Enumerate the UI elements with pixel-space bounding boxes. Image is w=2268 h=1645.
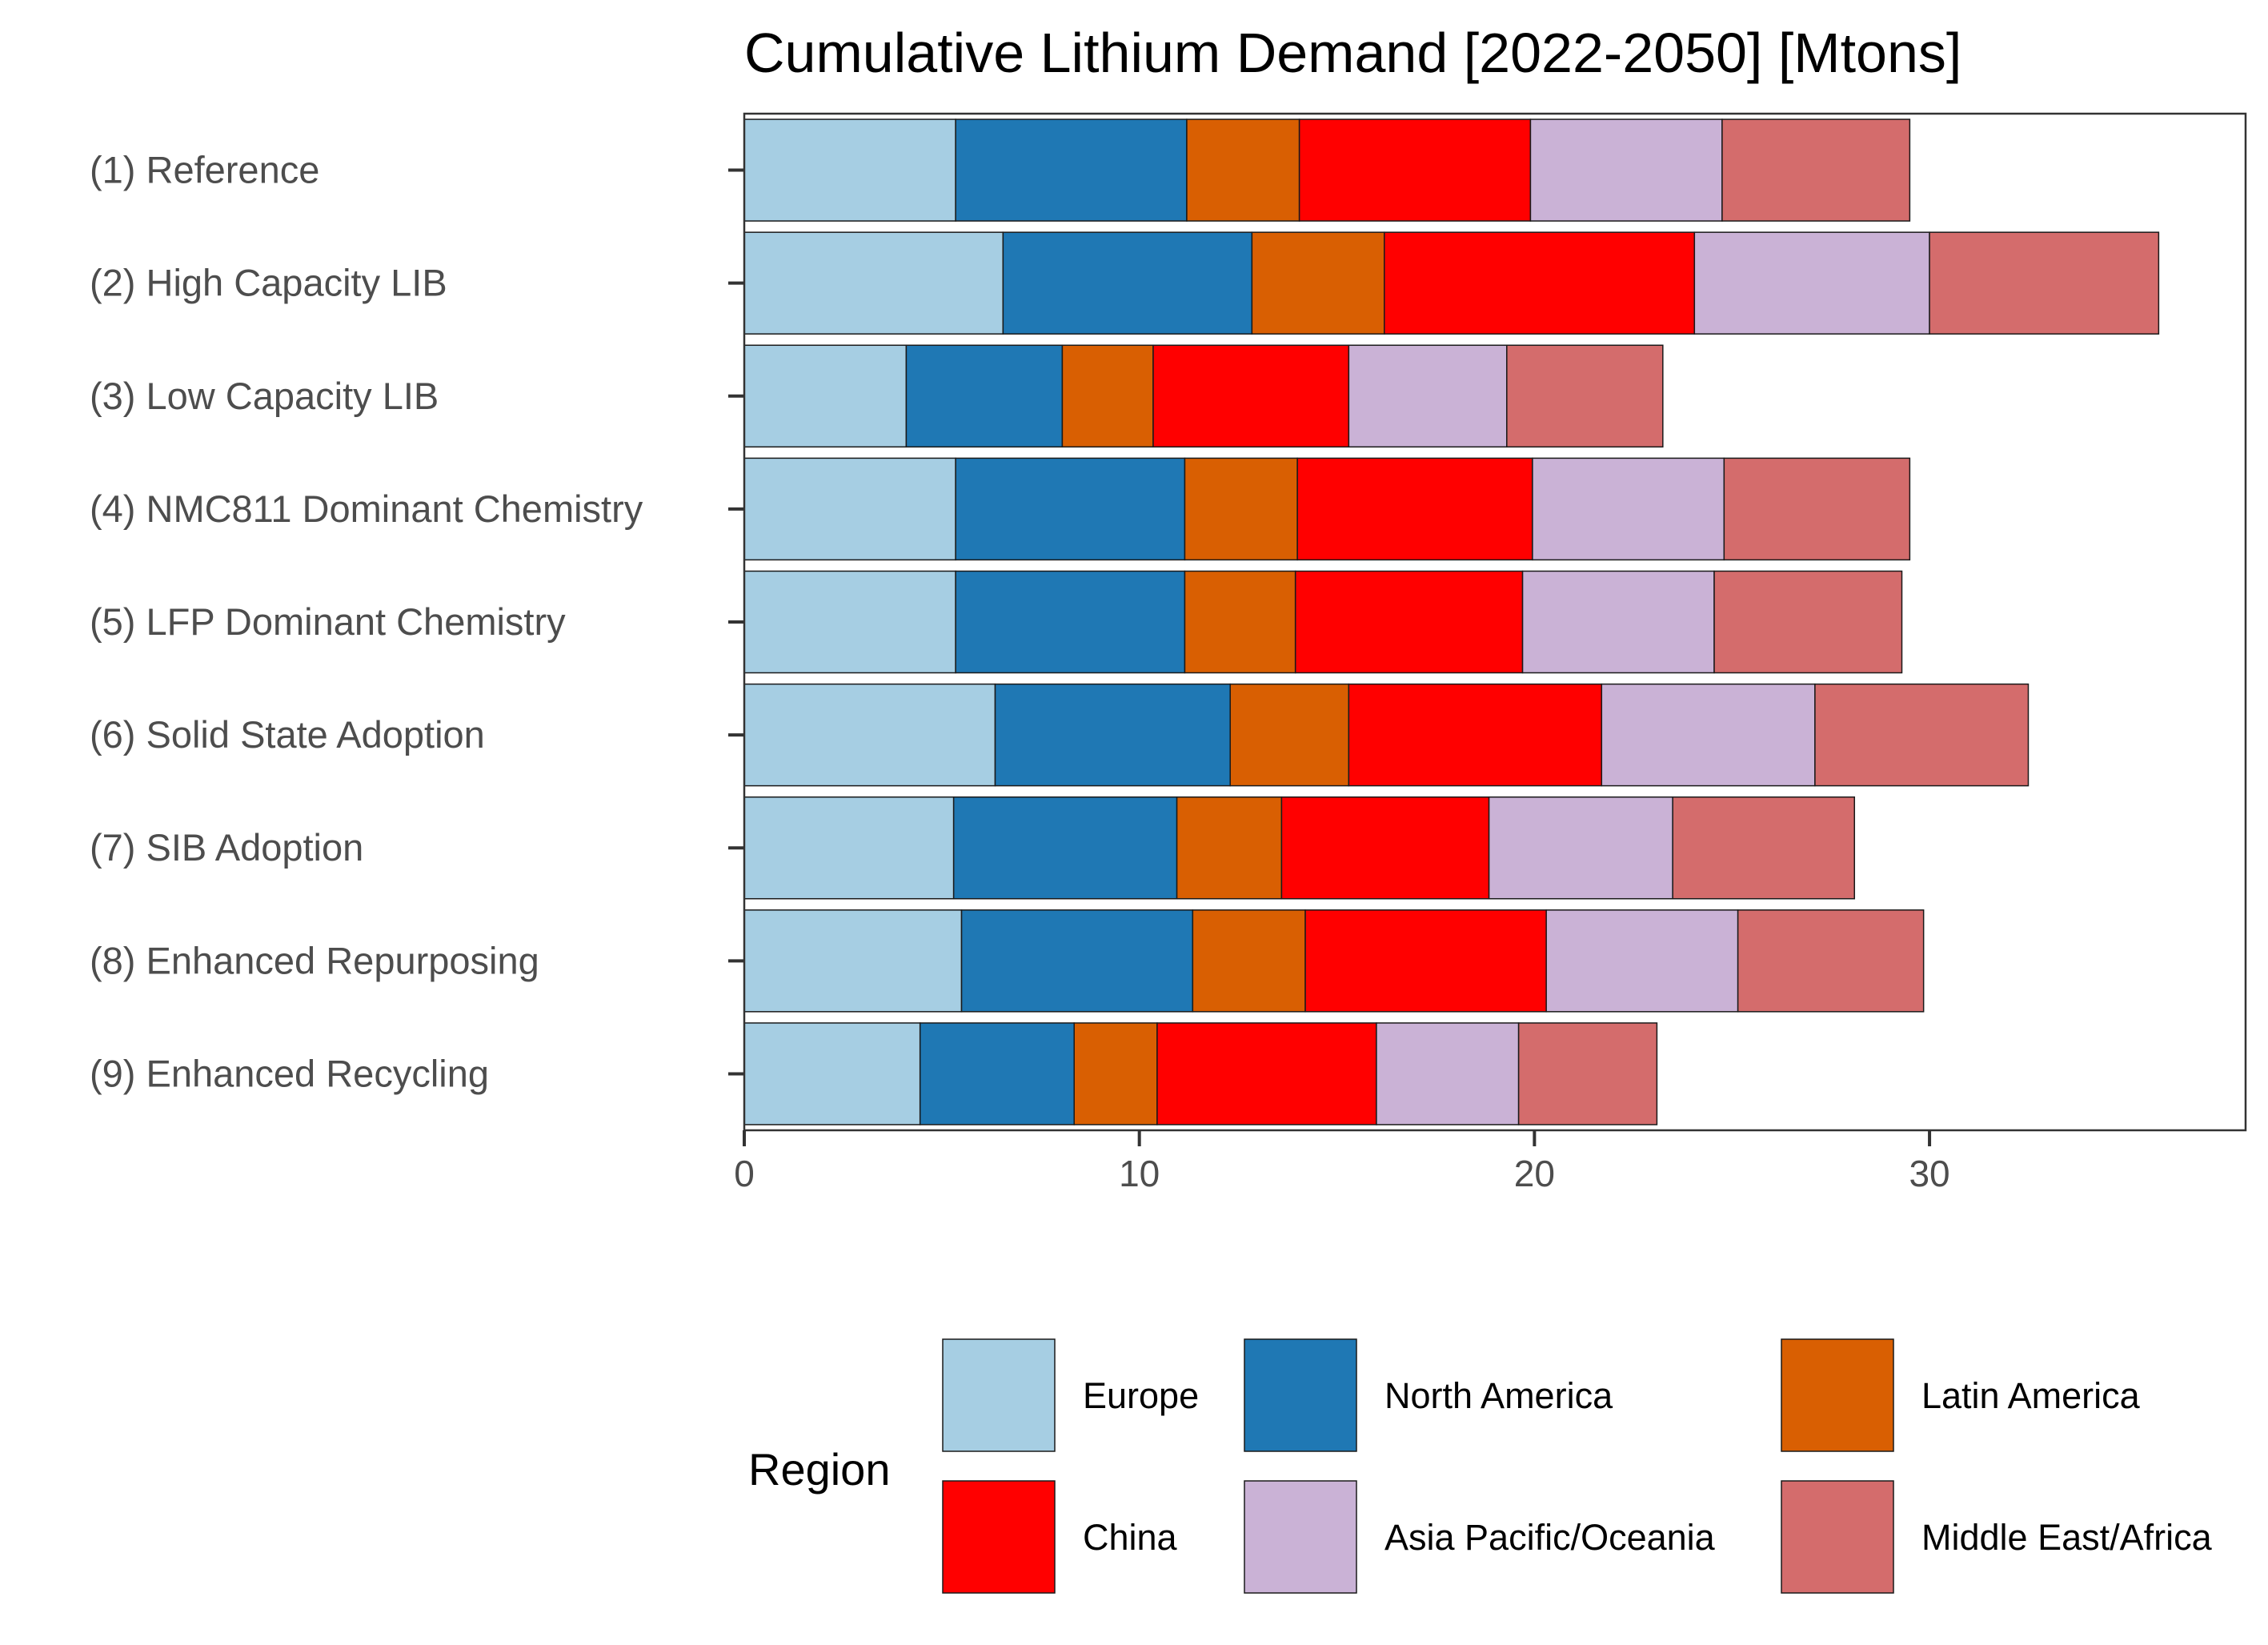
legend-item-middle-east-africa: Middle East/Africa <box>1781 1480 2213 1594</box>
y-tick-label: (3) Low Capacity LIB <box>90 375 439 417</box>
legend-swatch <box>1244 1480 1357 1594</box>
x-tick-label: 10 <box>1119 1153 1160 1194</box>
bar-segment-middle-east-africa-8 <box>1737 909 1925 1013</box>
legend-item-asia-pacific-oceania: Asia Pacific/Oceania <box>1244 1480 1716 1594</box>
bar-segment-asia-pacific-oceania-6 <box>1601 683 1816 787</box>
y-axis: (1) Reference (2) High Capacity LIB (3) Lo… <box>90 149 744 1094</box>
bar-segment-asia-pacific-oceania-9 <box>1376 1022 1520 1125</box>
legend: Region Europe North America Latin America C… <box>748 1338 2213 1594</box>
legend-item-europe: Europe <box>942 1338 1199 1452</box>
y-tick-label: (5) LFP Dominant Chemistry <box>90 600 566 643</box>
x-tick-label: 0 <box>734 1153 755 1194</box>
bar-segment-latin-america-6 <box>1229 683 1350 787</box>
legend-item-china: China <box>942 1480 1178 1594</box>
bar-segment-china-3 <box>1152 344 1350 448</box>
bar-segment-latin-america-8 <box>1192 909 1306 1013</box>
legend-label: Europe <box>1083 1375 1199 1416</box>
legend-item-north-america: North America <box>1244 1338 1613 1452</box>
bar-segment-latin-america-9 <box>1073 1022 1158 1125</box>
bar-segment-china-6 <box>1348 683 1603 787</box>
y-tick-label: (4) NMC811 Dominant Chemistry <box>90 487 643 530</box>
bar-segment-china-4 <box>1296 457 1533 561</box>
bar-segment-north-america-7 <box>952 796 1178 900</box>
legend-label: Asia Pacific/Oceania <box>1384 1517 1716 1558</box>
bar-segment-middle-east-africa-2 <box>1929 231 2160 335</box>
chart-title: Cumulative Lithium Demand [2022-2050] [M… <box>744 22 1961 84</box>
bar-segment-asia-pacific-oceania-7 <box>1488 796 1673 900</box>
legend-label: Latin America <box>1921 1375 2141 1416</box>
bar-segment-europe-6 <box>743 683 996 787</box>
y-tick-label: (1) Reference <box>90 149 319 191</box>
bar-segment-europe-2 <box>743 231 1004 335</box>
bar-segment-china-1 <box>1298 118 1532 222</box>
bar-segment-china-5 <box>1294 570 1524 674</box>
bar-segment-europe-4 <box>743 457 956 561</box>
bar-segment-europe-8 <box>743 909 963 1013</box>
bar-segment-europe-5 <box>743 570 956 674</box>
y-tick-label: (2) High Capacity LIB <box>90 262 447 304</box>
bar-segment-middle-east-africa-1 <box>1721 118 1911 222</box>
bar-segment-china-7 <box>1280 796 1490 900</box>
bar-segment-europe-7 <box>743 796 955 900</box>
legend-swatch <box>1781 1338 1894 1452</box>
bar-segment-asia-pacific-oceania-2 <box>1693 231 1930 335</box>
bar-segment-asia-pacific-oceania-8 <box>1545 909 1739 1013</box>
bar-segment-china-9 <box>1156 1022 1377 1125</box>
bar-segment-latin-america-3 <box>1061 344 1154 448</box>
bar-segment-north-america-5 <box>955 570 1186 674</box>
legend-swatch <box>1244 1338 1357 1452</box>
bar-segment-europe-1 <box>743 118 956 222</box>
legend-title: Region <box>748 1444 890 1495</box>
y-tick-label: (6) Solid State Adoption <box>90 713 485 756</box>
bar-segment-north-america-4 <box>955 457 1186 561</box>
legend-label: Middle East/Africa <box>1921 1517 2213 1558</box>
bar-segment-latin-america-2 <box>1251 231 1385 335</box>
bar-segment-middle-east-africa-3 <box>1506 344 1664 448</box>
legend-swatch <box>1781 1480 1894 1594</box>
x-axis: 0 10 20 30 <box>734 1130 1950 1194</box>
bar-segment-latin-america-1 <box>1186 118 1300 222</box>
legend-label: China <box>1083 1517 1178 1558</box>
legend-swatch <box>942 1338 1056 1452</box>
bar-segment-north-america-1 <box>955 118 1188 222</box>
x-tick-label: 30 <box>1909 1153 1949 1194</box>
bar-segment-middle-east-africa-6 <box>1814 683 2030 787</box>
bar-segment-north-america-3 <box>905 344 1064 448</box>
legend-item-latin-america: Latin America <box>1781 1338 2141 1452</box>
bar-segment-europe-9 <box>743 1022 921 1125</box>
bar-segment-latin-america-7 <box>1176 796 1283 900</box>
bar-segment-north-america-9 <box>919 1022 1075 1125</box>
legend-label: North America <box>1384 1375 1613 1416</box>
bar-segment-latin-america-5 <box>1184 570 1296 674</box>
bar-segment-north-america-8 <box>960 909 1194 1013</box>
bar-segment-asia-pacific-oceania-5 <box>1521 570 1715 674</box>
bar-segment-china-8 <box>1304 909 1547 1013</box>
bar-segment-north-america-6 <box>994 683 1231 787</box>
bar-segment-middle-east-africa-7 <box>1672 796 1856 900</box>
bar-segment-north-america-2 <box>1002 231 1253 335</box>
y-tick-label: (9) Enhanced Recycling <box>90 1052 489 1094</box>
bar-segment-middle-east-africa-4 <box>1723 457 1911 561</box>
y-tick-label: (8) Enhanced Repurposing <box>90 939 539 981</box>
bar-segment-asia-pacific-oceania-3 <box>1348 344 1508 448</box>
bar-segment-middle-east-africa-5 <box>1713 570 1903 674</box>
y-tick-label: (7) SIB Adoption <box>90 826 363 869</box>
bars-layer <box>743 118 2160 1125</box>
legend-swatch <box>942 1480 1056 1594</box>
legend-items: Europe North America Latin America China Asi… <box>942 1338 2213 1594</box>
bar-segment-middle-east-africa-9 <box>1517 1022 1658 1125</box>
x-tick-label: 20 <box>1514 1153 1555 1194</box>
bar-segment-asia-pacific-oceania-1 <box>1529 118 1723 222</box>
bar-segment-asia-pacific-oceania-4 <box>1532 457 1725 561</box>
bar-segment-europe-3 <box>743 344 908 448</box>
bar-segment-latin-america-4 <box>1184 457 1298 561</box>
bar-segment-china-2 <box>1384 231 1696 335</box>
